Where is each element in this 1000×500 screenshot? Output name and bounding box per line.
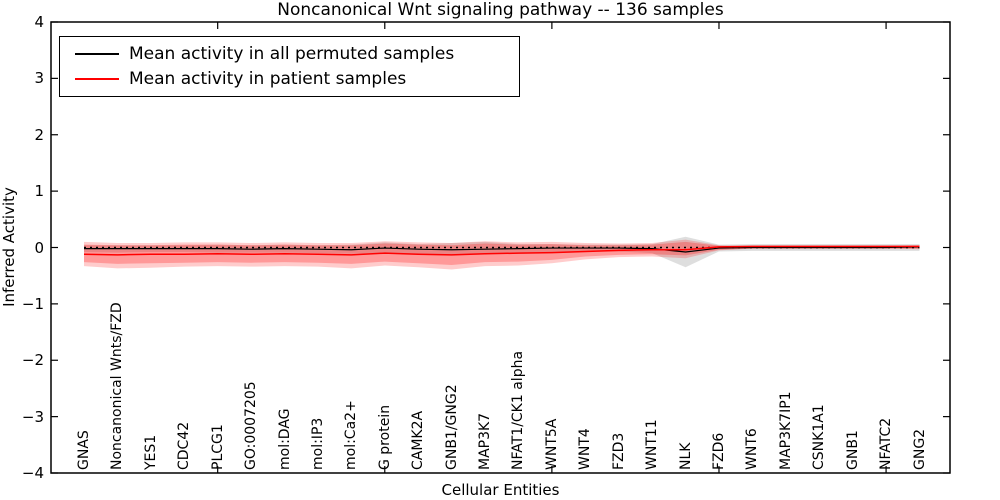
legend: Mean activity in all permuted samples Me… — [59, 36, 520, 97]
x-tick-label: Noncanonical Wnts/FZD — [109, 302, 126, 470]
y-tick-label: −3 — [21, 407, 44, 426]
permuted-samples-std-band — [84, 236, 920, 268]
chart-title: Noncanonical Wnt signaling pathway -- 13… — [277, 0, 724, 20]
x-tick-label: WNT4 — [577, 428, 594, 470]
y-tick-label: 4 — [34, 13, 44, 31]
permuted-line-swatch — [75, 52, 119, 55]
x-tick-label: WNT6 — [744, 428, 761, 470]
x-tick-label: CAMK2A — [410, 410, 427, 470]
x-tick-label: WNT11 — [644, 419, 661, 470]
x-tick-label: GNAS — [76, 430, 92, 470]
permuted-mean-line — [84, 246, 920, 253]
legend-label-patient: Mean activity in patient samples — [129, 69, 407, 90]
x-tick-label: GNB1 — [844, 430, 861, 470]
legend-entry-permuted: Mean activity in all permuted samples — [60, 41, 519, 67]
x-tick-label: FZD6 — [710, 432, 727, 470]
y-tick-label: 3 — [34, 69, 44, 88]
x-axis-label: Cellular Entities — [441, 481, 560, 499]
x-tick-label: WNT5A — [543, 418, 560, 470]
patient-line-swatch — [75, 78, 119, 81]
y-tick-label: −2 — [21, 351, 44, 370]
x-tick-label: mol:Ca2+ — [343, 400, 360, 470]
x-tick-label: YES1 — [142, 434, 159, 470]
x-tick-label: MAP3K7IP1 — [777, 391, 794, 470]
x-tick-label: GNG2 — [911, 428, 928, 470]
x-tick-label: PLCG1 — [209, 424, 226, 470]
y-tick-label: 2 — [34, 125, 44, 144]
x-tick-label: NFAT1/CK1 alpha — [510, 350, 527, 470]
x-tick-label: CDC42 — [176, 421, 193, 470]
y-tick-label: −1 — [21, 294, 44, 313]
y-tick-label: −4 — [21, 464, 44, 482]
x-tick-label: mol:DAG — [276, 408, 293, 470]
x-tick-label: CSNK1A1 — [811, 404, 828, 470]
x-tick-label: G protein — [376, 404, 393, 470]
x-tick-label: GO:0007205 — [243, 381, 260, 470]
y-tick-label: 1 — [34, 182, 44, 201]
x-tick-label: MAP3K7 — [477, 412, 494, 470]
x-tick-label: mol:IP3 — [309, 417, 326, 470]
y-tick-label: 0 — [34, 238, 44, 257]
x-tick-label: NLK — [677, 442, 694, 470]
x-tick-label: GNB1/GNG2 — [443, 384, 460, 470]
legend-label-permuted: Mean activity in all permuted samples — [129, 43, 455, 64]
patient-mean-line — [83, 245, 920, 256]
x-tick-label: FZD3 — [610, 432, 627, 470]
x-tick-label: NFATC2 — [878, 417, 895, 470]
legend-entry-patient: Mean activity in patient samples — [60, 67, 519, 93]
